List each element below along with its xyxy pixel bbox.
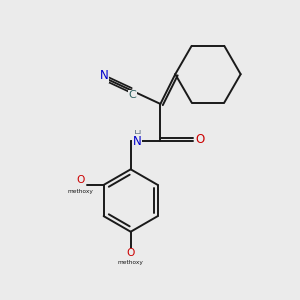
Text: N: N [100,69,109,82]
Text: O: O [127,248,135,258]
Text: C: C [128,91,136,100]
Text: H: H [134,130,142,140]
Text: O: O [195,133,204,146]
Text: methoxy: methoxy [118,260,144,266]
Text: O: O [76,175,85,184]
Text: N: N [133,135,142,148]
Text: methoxy: methoxy [68,189,94,194]
